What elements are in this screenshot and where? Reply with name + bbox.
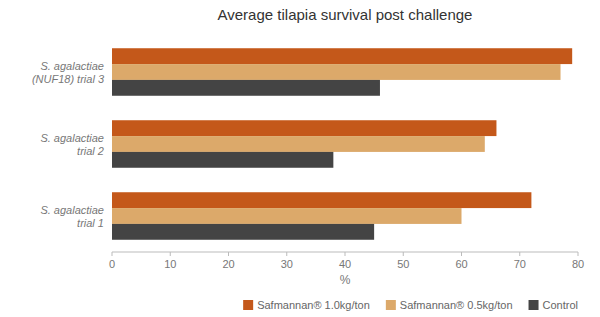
x-tick <box>403 252 404 256</box>
legend-item: Control <box>529 299 578 311</box>
x-tick <box>286 252 287 256</box>
bar <box>112 64 561 80</box>
legend-swatch <box>243 300 253 310</box>
bar <box>112 136 485 152</box>
bar <box>112 80 380 96</box>
title: Average tilapia survival post challenge <box>218 6 473 23</box>
x-axis-label: % <box>340 273 351 287</box>
bar <box>112 224 374 240</box>
chart: Average tilapia survival post challenge 0… <box>0 0 600 317</box>
x-tick <box>519 252 520 256</box>
bar <box>112 208 462 224</box>
x-tick <box>461 252 462 256</box>
x-tick-label: 80 <box>572 258 584 270</box>
x-tick <box>578 252 579 256</box>
category-label: S. agalactiaetrial 2 <box>40 132 104 157</box>
x-tick <box>112 252 113 256</box>
legend-item: Safmannan® 0.5kg/ton <box>386 299 513 311</box>
legend-label: Safmannan® 1.0kg/ton <box>257 299 370 311</box>
bar <box>112 120 496 136</box>
bar <box>112 192 531 208</box>
x-tick <box>345 252 346 256</box>
x-tick-label: 60 <box>455 258 467 270</box>
category-label: S. agalactiae(NUF18) trial 3 <box>32 60 105 85</box>
x-tick-label: 20 <box>222 258 234 270</box>
legend: Safmannan® 1.0kg/ton Safmannan® 0.5kg/ton… <box>243 299 578 311</box>
bar <box>112 48 572 64</box>
x-tick-label: 10 <box>164 258 176 270</box>
legend-swatch <box>386 300 396 310</box>
legend-label: Safmannan® 0.5kg/ton <box>400 299 513 311</box>
legend-item: Safmannan® 1.0kg/ton <box>243 299 370 311</box>
x-tick-label: 0 <box>109 258 115 270</box>
x-tick-label: 50 <box>397 258 409 270</box>
legend-label: Control <box>543 299 578 311</box>
x-tick-label: 70 <box>514 258 526 270</box>
x-tick-label: 40 <box>339 258 351 270</box>
legend-swatch <box>529 300 539 310</box>
x-tick <box>228 252 229 256</box>
x-tick-label: 30 <box>281 258 293 270</box>
category-label: S. agalactiaetrial 1 <box>40 204 104 229</box>
bar <box>112 152 333 168</box>
bars <box>112 48 572 240</box>
x-tick <box>170 252 171 256</box>
